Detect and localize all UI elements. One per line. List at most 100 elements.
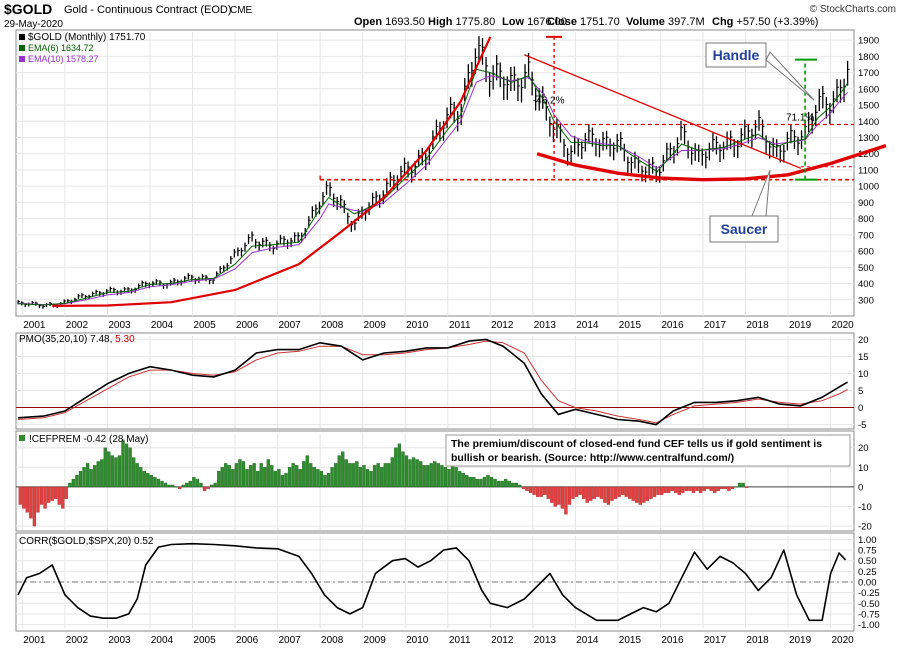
cefprem-bar: [674, 486, 678, 493]
x-tick-label: 2014: [576, 320, 599, 331]
cefprem-bar: [486, 474, 490, 488]
cefprem-bar: [344, 459, 348, 488]
handle-callout-box: [705, 42, 767, 68]
cefprem-bar: [142, 471, 146, 488]
cefprem-bar: [610, 486, 614, 501]
cefprem-bar: [348, 463, 352, 488]
x-tick-label: 2001: [23, 320, 46, 331]
cefprem-bar: [465, 474, 469, 488]
corr-line: [17, 542, 847, 622]
corr-ytick-label: 0.25: [858, 567, 877, 578]
price-ytick-label: 1700: [858, 68, 879, 79]
cefprem-bar: [323, 474, 327, 488]
cefprem-bar: [195, 478, 200, 488]
cefprem-bar: [518, 484, 522, 488]
cefprem-bar: [567, 486, 572, 505]
cefprem-bar: [178, 486, 182, 490]
cefprem-bar: [284, 473, 288, 488]
cefprem-bar: [578, 486, 582, 495]
cefprem-bar: [617, 486, 621, 497]
cefprem-bar: [677, 486, 681, 495]
cefprem-bar: [706, 486, 710, 490]
cefprem-bar: [61, 486, 65, 509]
x-tick-label: 2010: [406, 635, 429, 646]
x-tick-label: 2012: [491, 320, 514, 331]
downtrend-line: [524, 54, 802, 169]
cefprem-bar: [241, 461, 246, 488]
cefprem-bar: [596, 486, 600, 497]
cefprem-bar: [209, 484, 214, 488]
cefprem-bar: [117, 455, 122, 488]
cefprem-bar: [319, 471, 324, 488]
chart-date: 29-May-2020: [4, 19, 63, 30]
cefprem-bar: [585, 486, 589, 503]
cefprem-bar: [535, 486, 540, 497]
rise-percent-label: 71.1%: [786, 113, 814, 124]
cefprem-bar: [202, 486, 207, 491]
cefprem-bar: [702, 486, 706, 491]
cefprem-bar: [631, 486, 635, 501]
cefprem-bar: [401, 451, 405, 488]
cefprem-bar: [397, 443, 402, 488]
cefprem-bar: [638, 486, 643, 505]
cefprem-bar: [716, 486, 720, 491]
price-legend-label: EMA(10) 1578.27: [28, 54, 99, 64]
cefprem-legend-swatch: [19, 435, 25, 441]
cefprem-bar: [663, 486, 667, 493]
saucer-callout-box: [709, 215, 779, 243]
cefprem-bar: [263, 467, 267, 488]
cefprem-bar: [206, 486, 210, 490]
cefprem-bar: [181, 484, 185, 488]
cefprem-bar: [613, 486, 618, 499]
cefprem-bar: [698, 486, 703, 493]
cefprem-bar: [408, 459, 412, 488]
cefprem-bar: [744, 486, 749, 488]
x-tick-label: 2003: [108, 635, 131, 646]
cefprem-bar: [426, 465, 430, 488]
corr-ytick-label: -0.25: [858, 588, 880, 599]
cefprem-bar: [628, 486, 632, 499]
cefprem-bar: [291, 463, 295, 488]
price-ytick-label: 400: [858, 279, 874, 290]
cefprem-bar: [248, 465, 253, 488]
cefprem-bar: [489, 476, 494, 488]
cefprem-bar: [475, 478, 480, 488]
price-panel: 300 400 500 600 700 800 900 1000 1100 1200 1300 140…: [16, 32, 887, 316]
cefprem-bar: [546, 486, 550, 499]
cefprem-bar: [287, 467, 292, 488]
cefprem-bar: [440, 465, 444, 488]
saucer-callout: Saucer: [709, 169, 779, 243]
cefprem-bar: [316, 469, 320, 488]
cefprem-bar: [433, 461, 437, 488]
corr-ytick-label: 0.75: [858, 546, 877, 557]
price-ytick-label: 900: [858, 198, 874, 209]
stat-open: Open 1693.50: [354, 16, 425, 28]
x-tick-label: 2005: [193, 635, 216, 646]
x-tick-label: 2011: [449, 635, 471, 646]
price-ytick-label: 700: [858, 230, 874, 241]
cefprem-note: The premium/discount of closed-end fund …: [445, 434, 851, 467]
cefprem-bar: [128, 447, 132, 488]
cefprem-bar: [54, 486, 58, 499]
cefprem-bar: [620, 486, 625, 495]
stat-low: Low 1676.00: [502, 16, 567, 28]
x-tick-label: 2003: [108, 320, 131, 331]
cefprem-bar: [730, 486, 735, 490]
price-ytick-label: 1200: [858, 149, 879, 160]
cefprem-ytick-label: 20: [858, 443, 869, 454]
stats-row: Open 1693.50 High 1775.80 Low 1676.00Close…: [354, 16, 818, 28]
cefprem-bar: [199, 482, 203, 488]
x-tick-label: 2008: [321, 635, 344, 646]
cefprem-bar: [280, 474, 285, 488]
corr-ytick-label: -0.75: [858, 609, 880, 620]
cefprem-bar: [422, 465, 426, 488]
x-tick-label: 2017: [704, 635, 727, 646]
cefprem-bar: [146, 473, 150, 488]
cefprem-bar: [684, 486, 689, 491]
cefprem-bar: [103, 447, 107, 488]
cefprem-bar: [234, 463, 239, 488]
x-tick-label: 2018: [746, 320, 769, 331]
price-legend-swatch: [19, 34, 25, 40]
x-tick-label: 2007: [278, 320, 301, 331]
